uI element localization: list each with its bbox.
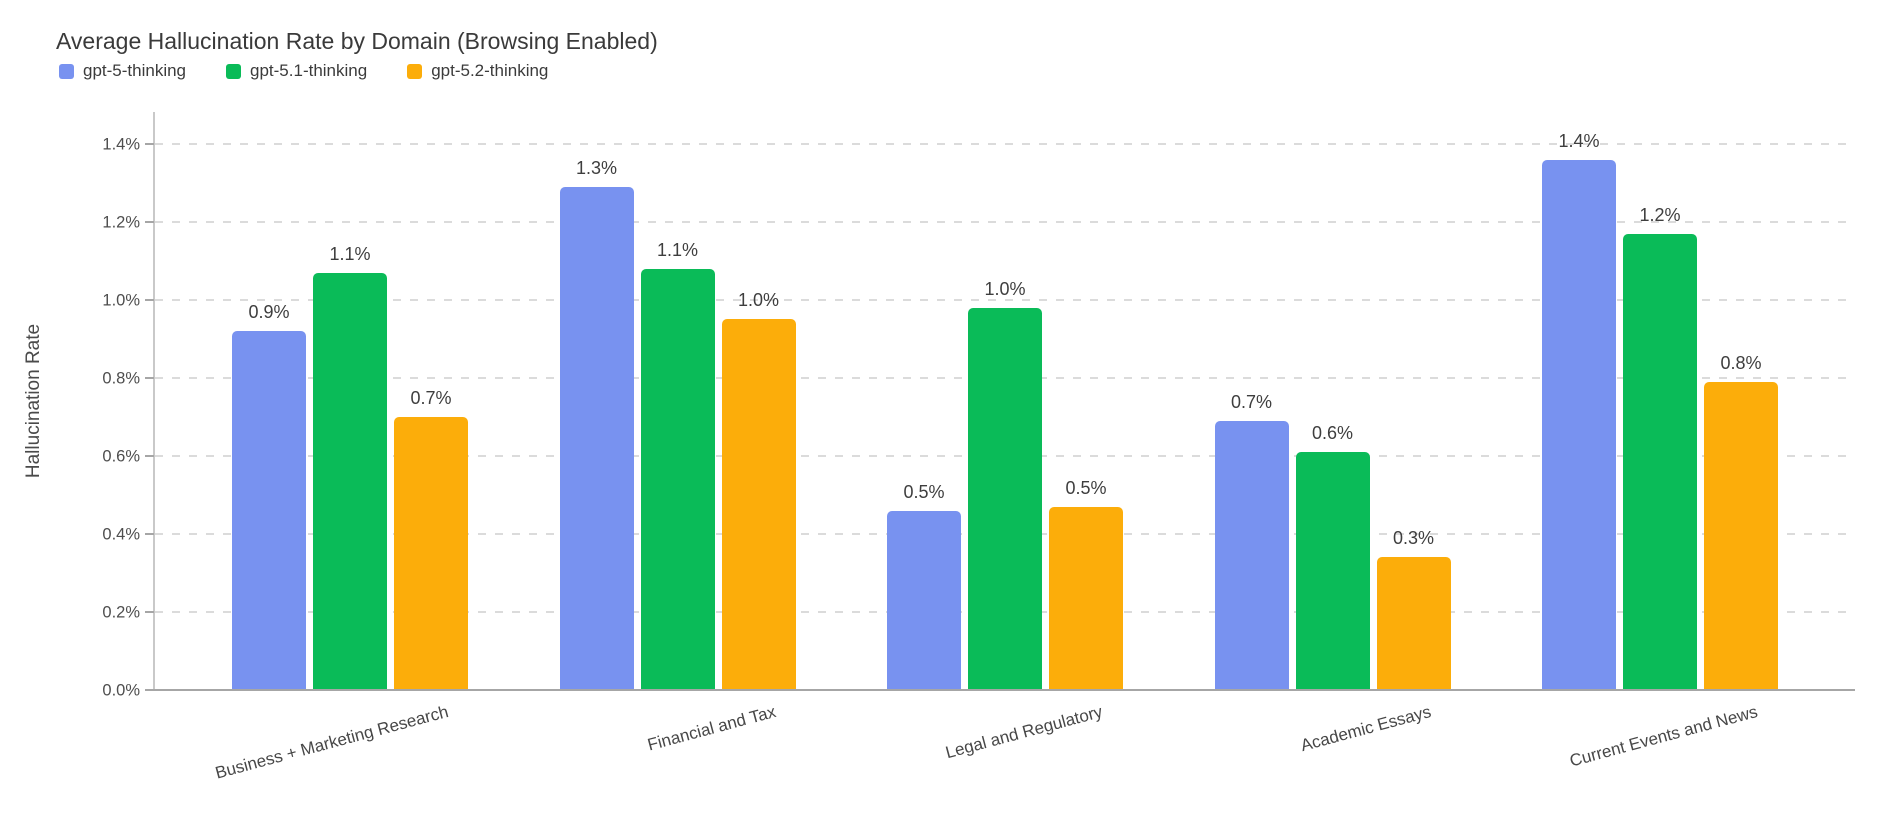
bar-gpt-5-thinking-financial-and-tax: 1.3% [559,158,634,690]
bar-gpt-5-2-thinking-legal-and-regulatory: 0.5% [1049,478,1123,690]
x-axis-label: Academic Essays [1298,702,1433,756]
y-tick-mark [145,299,154,301]
legend-item-gpt-5-thinking: gpt-5-thinking [59,61,186,81]
legend-swatch-blue-icon [59,63,74,79]
bar-group-current-events-and-news: 1.4% 1.2% 0.8% [1542,131,1778,690]
bar-gpt-5-thinking-academic-essays: 0.7% [1214,392,1289,690]
bar-value-label: 1.1% [656,240,699,260]
x-axis-label: Current Events and News [1567,702,1760,771]
bar-gpt-5-1-thinking-legal-and-regulatory: 1.0% [968,279,1042,690]
legend-label: gpt-5-thinking [83,61,187,80]
bar-group-business-marketing-research: 0.9% 1.1% 0.7% [232,244,468,690]
bar-gpt-5-1-thinking-business-marketing-research: 1.1% [313,244,387,690]
bar-value-label: 0.8% [1720,353,1762,373]
bar-value-label: 0.5% [903,482,945,502]
bar-value-label: 0.7% [410,388,452,408]
bar-gpt-5-thinking-business-marketing-research: 0.9% [232,302,306,690]
y-tick-mark [145,533,154,535]
legend-item-gpt-5-2-thinking: gpt-5.2-thinking [407,61,548,81]
bar-gpt-5-2-thinking-business-marketing-research: 0.7% [394,388,468,690]
x-axis-label: Business + Marketing Research [212,702,450,783]
bar-value-label: 1.0% [984,279,1026,299]
plot-area: 0.0% 0.2% 0.4% 0.6% 0.8% 1.0% 1.2% 1.4% 0.9% 1.1%… [102,112,1855,783]
y-tick-label: 0.6% [102,446,140,465]
y-tick-label: 0.2% [102,602,140,621]
legend-swatch-green-icon [226,63,242,79]
bar-gpt-5-1-thinking-academic-essays: 0.6% [1295,423,1370,690]
bar-value-label: 1.1% [329,244,371,264]
bar-groups: 0.9% 1.1% 0.7% 1.3% 1.1% 1.0% 0.5% 1.0% 0.5% 0.7%… [155,112,1855,690]
bar-value-label: 1.0% [737,290,780,310]
y-tick-label: 1.2% [102,212,140,231]
bar-value-label: 0.3% [1392,528,1435,548]
bar-gpt-5-1-thinking-financial-and-tax: 1.1% [640,240,715,690]
bar-value-label: 0.7% [1230,392,1273,412]
bar-group-academic-essays: 0.7% 0.6% 0.3% [1214,392,1451,690]
bar-value-label: 1.3% [575,158,618,178]
y-tick-mark [145,221,154,223]
bar-group-financial-and-tax: 1.3% 1.1% 1.0% [559,158,796,690]
bar-gpt-5-2-thinking-current-events-and-news: 0.8% [1704,353,1778,690]
legend-label: gpt-5.2-thinking [431,61,549,80]
bar-gpt-5-1-thinking-current-events-and-news: 1.2% [1623,205,1697,690]
bar-group-legal-and-regulatory: 0.5% 1.0% 0.5% [887,279,1123,690]
bar-gpt-5-thinking-current-events-and-news: 1.4% [1542,131,1616,690]
y-tick-mark [145,377,154,379]
x-axis-label: Legal and Regulatory [943,702,1105,763]
bar-value-label: 0.5% [1065,478,1107,498]
bar-gpt-5-2-thinking-academic-essays: 0.3% [1376,528,1451,690]
legend: gpt-5-thinking gpt-5.1-thinking gpt-5.2-… [59,61,548,81]
legend-swatch-orange-icon [407,63,423,79]
y-tick-mark [145,143,154,145]
gridline [155,299,1855,301]
legend-label: gpt-5.1-thinking [250,61,368,80]
y-tick-mark [145,611,154,613]
legend-item-gpt-5-1-thinking: gpt-5.1-thinking [226,61,367,81]
y-tick-label: 1.0% [102,290,140,309]
bar-value-label: 1.4% [1558,131,1600,151]
y-tick-mark [145,689,154,691]
gridline [155,143,1855,145]
chart-title: Average Hallucination Rate by Domain (Br… [56,28,658,54]
bar-value-label: 0.6% [1311,423,1354,443]
x-axis-label: Financial and Tax [645,702,778,755]
bar-value-label: 1.2% [1639,205,1681,225]
bar-value-label: 0.9% [248,302,290,322]
y-tick-mark [145,455,154,457]
bar-gpt-5-2-thinking-financial-and-tax: 1.0% [721,290,796,690]
y-tick-label: 0.4% [102,524,140,543]
y-tick-label: 0.8% [102,368,140,387]
y-tick-label: 0.0% [102,680,140,699]
x-axis-line [153,689,1855,691]
y-axis-title: Hallucination Rate [23,323,44,479]
bar-gpt-5-thinking-legal-and-regulatory: 0.5% [887,482,961,690]
y-tick-label: 1.4% [102,134,140,153]
gridline [155,221,1855,223]
